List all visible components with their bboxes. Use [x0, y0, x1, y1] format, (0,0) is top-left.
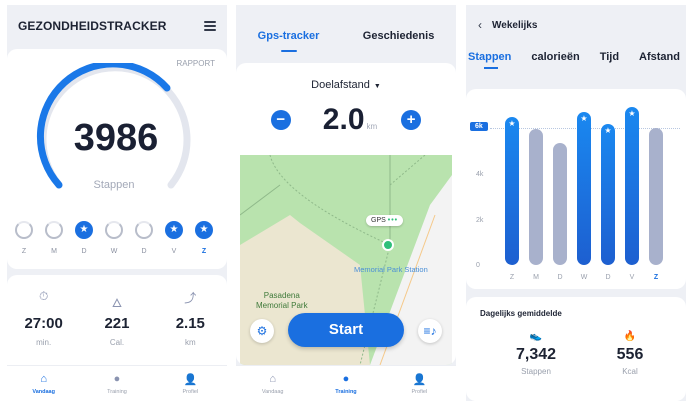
flame-icon: 🜂: [111, 296, 123, 310]
stat-distance: ⤴ 2.15 km: [175, 291, 205, 347]
bar-m[interactable]: [529, 129, 543, 265]
tab-stappen[interactable]: Stappen: [468, 51, 512, 69]
day-item[interactable]: D: [133, 221, 155, 255]
app-title: GEZONDHEIDSTRACKER: [18, 19, 167, 33]
caret-down-icon: ▼: [373, 83, 381, 90]
star-badge-icon: ★: [165, 221, 183, 239]
training-screen: Gps-tracker Geschiedenis Doelafstand ▼ − …: [236, 5, 456, 401]
nav-profiel[interactable]: 👤 Profiel: [182, 373, 199, 395]
nav-vandaag[interactable]: ⌂ Vandaag: [261, 372, 284, 395]
location-dot-icon: [382, 239, 394, 251]
day-item[interactable]: ★ V: [163, 221, 185, 255]
steps-card: RAPPORT 3986 Stappen Z M ★ D W D ★ V ★ Z: [7, 49, 227, 269]
day-item[interactable]: Z: [13, 221, 35, 255]
steps-count: 3986: [73, 117, 159, 159]
star-badge-icon: ★: [195, 221, 213, 239]
start-button[interactable]: Start: [288, 313, 404, 347]
avg-calories: 🔥 556 Kcal: [616, 331, 644, 376]
training-tabs: Gps-tracker Geschiedenis: [236, 5, 456, 61]
goal-dropdown[interactable]: Doelafstand ▼: [311, 79, 381, 91]
flame-icon: ●: [342, 372, 350, 385]
bar-w[interactable]: ★: [577, 112, 591, 265]
stat-calories: 🜂 221 Cal.: [87, 289, 147, 367]
home-icon: ⌂: [40, 372, 47, 385]
nav-vandaag[interactable]: ⌂ Vandaag: [32, 372, 55, 395]
decrease-button[interactable]: −: [270, 110, 291, 130]
nav-training[interactable]: ● Training: [335, 372, 357, 395]
partial-ring-icon: [45, 221, 63, 239]
gear-icon: ⚙: [256, 324, 268, 338]
person-icon: 👤: [412, 373, 427, 386]
increase-button[interactable]: +: [401, 110, 422, 130]
chevron-left-icon[interactable]: ‹: [478, 18, 482, 32]
playlist-button[interactable]: ≡♪: [418, 319, 442, 343]
map-label-park: Pasadena Memorial Park: [256, 291, 308, 310]
nav-training[interactable]: ● Training: [107, 372, 127, 395]
star-icon: ★: [604, 126, 612, 135]
distance-value: 2.0 km: [322, 103, 378, 136]
page-title: Wekelijks: [492, 19, 538, 31]
steps-label: Stappen: [93, 179, 135, 191]
stopwatch-icon: ⏱: [38, 289, 49, 303]
bar-z[interactable]: ★: [505, 117, 519, 265]
tab-geschiedenis[interactable]: Geschiedenis: [362, 30, 435, 42]
nav-profiel[interactable]: 👤 Profiel: [411, 373, 428, 395]
stats-card: ⏱ 27:00 min. 🜂 221 Cal. ⤴ 2.15 km: [7, 275, 227, 367]
bar-z2[interactable]: [649, 128, 663, 265]
daily-average-card: Dagelijks gemiddelde 👟 7,342 Stappen 🔥 5…: [466, 297, 686, 401]
today-screen: GEZONDHEIDSTRACKER RAPPORT 3986 Stappen …: [7, 5, 227, 401]
stat-time: ⏱ 27:00 min.: [24, 289, 63, 347]
bottom-nav: ⌂ Vandaag ● Training 👤 Profiel: [236, 365, 456, 401]
partial-ring-icon: [135, 221, 153, 239]
bottom-nav: ⌂ Vandaag ● Training 👤 Profiel: [7, 365, 227, 401]
shoe-icon: 👟: [529, 331, 543, 342]
music-list-icon: ≡♪: [423, 324, 437, 338]
metric-tabs: Stappen calorieën Tijd Afstand: [466, 45, 686, 69]
star-icon: ★: [508, 119, 516, 128]
flame-icon: ●: [113, 372, 121, 385]
settings-button[interactable]: ⚙: [250, 319, 274, 343]
partial-ring-icon: [105, 221, 123, 239]
bar-d2[interactable]: ★: [601, 124, 615, 265]
map-label-station: Memorial Park Station: [354, 265, 428, 274]
goal-marker: 6k: [470, 122, 488, 131]
distance-stepper: − 2.0 km +: [236, 103, 456, 137]
report-link[interactable]: RAPPORT: [176, 59, 215, 68]
star-icon: ★: [628, 109, 636, 118]
steps-gauge: [36, 63, 191, 189]
flame-icon: 🔥: [623, 331, 637, 342]
app-header: GEZONDHEIDSTRACKER: [7, 5, 227, 47]
day-item[interactable]: ★ Z: [193, 221, 215, 255]
star-icon: ★: [580, 114, 588, 123]
weekly-screen: ‹ Wekelijks Stappen calorieën Tijd Afsta…: [466, 5, 686, 401]
gps-card: Doelafstand ▼ − 2.0 km + GPS ••• Memorial …: [236, 63, 456, 365]
tab-tijd[interactable]: Tijd: [599, 51, 620, 63]
hamburger-menu-icon[interactable]: [204, 21, 216, 31]
avg-steps: 👟 7,342 Stappen: [515, 331, 557, 376]
weekly-chart: 6k 4k 2k 0 ★ ★ ★ ★ Z M D W D V Z: [466, 89, 686, 289]
tab-calorieen[interactable]: calorieën: [531, 51, 580, 63]
daily-average-title: Dagelijks gemiddelde: [480, 309, 562, 318]
star-badge-icon: ★: [75, 221, 93, 239]
home-icon: ⌂: [269, 372, 276, 385]
weekly-header: ‹ Wekelijks: [466, 5, 686, 45]
bar-v[interactable]: ★: [625, 107, 639, 265]
gps-status-tag: GPS •••: [366, 215, 404, 226]
day-item[interactable]: W: [103, 221, 125, 255]
weekday-progress: Z M ★ D W D ★ V ★ Z: [13, 221, 215, 255]
day-item[interactable]: ★ D: [73, 221, 95, 255]
person-icon: 👤: [183, 373, 198, 386]
day-item[interactable]: M: [43, 221, 65, 255]
tab-gps-tracker[interactable]: Gps-tracker: [250, 26, 328, 46]
partial-ring-icon: [15, 221, 33, 239]
tab-afstand[interactable]: Afstand: [639, 51, 680, 63]
route-icon: ⤴: [184, 291, 197, 305]
bar-d[interactable]: [553, 143, 567, 265]
